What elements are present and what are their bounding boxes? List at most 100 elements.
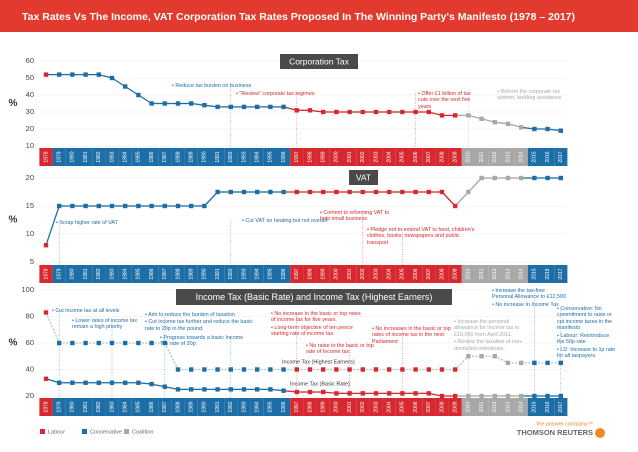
year-cell <box>343 265 357 283</box>
x-tick-label: 1996 <box>281 151 287 162</box>
data-point <box>532 175 537 181</box>
data-point <box>400 109 405 115</box>
annotation-item: • LD: Increase to 1p rate for all taxpay… <box>557 346 616 360</box>
data-point <box>123 203 128 209</box>
header-bar <box>0 0 638 32</box>
data-point <box>413 391 418 396</box>
annotation: • Commit to reforming VAT to help small … <box>320 210 400 224</box>
data-point <box>426 391 431 396</box>
legend-label: Conservative <box>90 429 122 435</box>
x-tick-label: 2008 <box>439 151 445 162</box>
y-axis-label: % <box>9 98 18 109</box>
data-point <box>57 72 62 77</box>
x-tick-label: 2003 <box>373 268 379 279</box>
data-point <box>505 121 511 127</box>
data-point <box>123 340 128 346</box>
data-point <box>149 101 154 106</box>
year-cell <box>197 398 211 416</box>
x-tick-label: 1987 <box>162 401 168 412</box>
x-tick-label: 2000 <box>334 268 340 279</box>
y-tick-label: 10 <box>26 141 34 150</box>
year-cell <box>514 398 528 416</box>
year-cell <box>250 398 264 416</box>
data-point <box>519 360 524 366</box>
year-cell <box>488 148 502 166</box>
data-point <box>189 387 194 392</box>
data-point <box>466 354 471 359</box>
annotation-item: • Cut income tax further and reduce the … <box>145 319 253 332</box>
data-point <box>373 109 379 115</box>
data-point <box>558 393 563 399</box>
year-cell <box>171 398 185 416</box>
x-tick-label: 2015 <box>532 151 538 162</box>
x-tick-label: 2010 <box>466 151 472 162</box>
data-point <box>268 367 273 372</box>
annotation-item: • Cut income tax at all levels <box>52 308 120 314</box>
data-point <box>57 340 62 346</box>
data-point <box>123 84 128 89</box>
x-tick-label: 2015 <box>532 268 538 279</box>
year-cell <box>448 148 462 166</box>
year-cell <box>184 398 198 416</box>
data-point <box>202 103 207 108</box>
data-point <box>347 109 352 115</box>
year-cell <box>92 148 106 166</box>
x-tick-label: 2007 <box>426 401 432 412</box>
data-point <box>162 384 167 389</box>
y-tick-label: 60 <box>26 338 34 347</box>
x-tick-label: 1994 <box>255 401 261 412</box>
data-point <box>453 367 458 372</box>
data-point <box>373 391 379 396</box>
year-cell <box>184 265 198 283</box>
x-tick-label: 1993 <box>241 268 247 279</box>
data-point <box>400 367 405 372</box>
data-point <box>43 243 49 248</box>
data-point <box>360 367 365 372</box>
x-tick-label: 2001 <box>347 268 353 279</box>
data-point <box>294 389 299 395</box>
data-point <box>215 189 220 195</box>
data-point <box>307 389 313 395</box>
year-cell <box>224 148 238 166</box>
year-cell <box>329 148 343 166</box>
x-tick-label: 1979 <box>57 268 63 279</box>
x-tick-label: 2005 <box>400 401 406 412</box>
y-tick-label: 5 <box>30 257 34 266</box>
x-tick-label: 1978 <box>43 401 49 412</box>
annotation-item: • No increases in the basic or top rates… <box>372 326 451 345</box>
x-tick-label: 2002 <box>360 268 366 279</box>
annotation: • No increase in the basic or top rates … <box>271 311 366 339</box>
year-cell <box>422 148 436 166</box>
year-cell <box>263 398 277 416</box>
x-tick-label: 2015 <box>532 401 538 412</box>
x-tick-label: 2010 <box>466 401 472 412</box>
data-point <box>532 126 537 132</box>
data-point <box>426 189 431 195</box>
x-tick-label: 2001 <box>347 401 353 412</box>
year-cell <box>131 148 145 166</box>
x-tick-label: 1980 <box>70 151 76 162</box>
data-point <box>387 109 392 115</box>
x-tick-label: 1986 <box>149 401 155 412</box>
x-tick-label: 2016 <box>545 401 551 412</box>
data-point <box>215 367 220 372</box>
y-tick-label: 15 <box>26 201 34 210</box>
data-point <box>413 189 418 195</box>
data-point <box>83 380 88 385</box>
year-cell <box>131 398 145 416</box>
y-tick-label: 20 <box>26 391 34 400</box>
year-cell <box>303 148 317 166</box>
x-tick-label: 2004 <box>387 401 393 412</box>
x-tick-label: 1988 <box>175 401 181 412</box>
data-point <box>255 387 260 392</box>
data-point <box>466 113 471 118</box>
data-point <box>294 108 299 113</box>
x-tick-label: 1989 <box>189 268 195 279</box>
x-tick-label: 2006 <box>413 268 419 279</box>
x-tick-label: 1995 <box>268 268 274 279</box>
data-point <box>439 189 445 195</box>
year-cell <box>237 148 251 166</box>
year-cell <box>158 265 172 283</box>
year-cell <box>171 148 185 166</box>
